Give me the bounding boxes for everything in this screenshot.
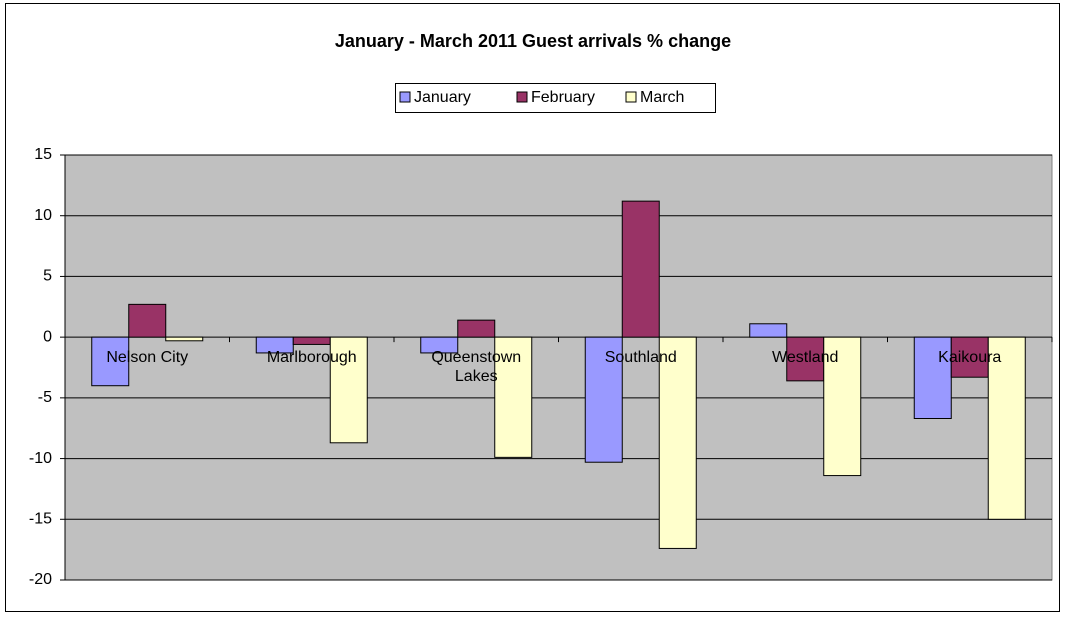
bar (786, 336, 825, 382)
x-tick-label: Marlborough (266, 349, 357, 367)
bar (749, 323, 788, 338)
y-tick-label: 10 (34, 207, 52, 224)
y-tick-label: -15 (29, 511, 52, 528)
y-tick-label: -10 (29, 450, 52, 467)
bar (255, 336, 294, 354)
bar (91, 336, 130, 387)
bar (658, 336, 697, 549)
y-tick-label: 15 (34, 146, 52, 163)
bar (420, 336, 459, 354)
x-tick-label: Southland (604, 349, 677, 367)
plot-area (64, 154, 1053, 581)
y-tick-label: 0 (43, 328, 52, 345)
legend-box (395, 83, 716, 113)
bar (292, 336, 331, 345)
x-tick-label: Westland (772, 349, 839, 367)
legend-swatch (399, 91, 411, 103)
bar (457, 319, 496, 338)
bar (913, 336, 952, 419)
legend-swatch (625, 91, 637, 103)
chart-title: January - March 2011 Guest arrivals % ch… (335, 31, 731, 51)
x-tick-label: Queenstown Lakes (431, 349, 522, 386)
bar (128, 303, 167, 338)
bar (621, 200, 660, 338)
legend-label: March (640, 89, 684, 106)
legend-swatch (516, 91, 528, 103)
bar (950, 336, 989, 378)
bar (823, 336, 862, 477)
y-tick-label: -5 (38, 389, 52, 406)
x-tick-label: Nelson City (106, 349, 189, 367)
bar (987, 336, 1026, 520)
legend-label: February (531, 89, 595, 106)
y-tick-label: 5 (43, 268, 52, 285)
bar (494, 336, 533, 458)
bar (165, 336, 204, 342)
bar (584, 336, 623, 463)
y-tick-label: -20 (29, 571, 52, 588)
bar (329, 336, 368, 444)
x-tick-label: Kaikoura (938, 349, 1002, 367)
legend-label: January (414, 89, 471, 106)
